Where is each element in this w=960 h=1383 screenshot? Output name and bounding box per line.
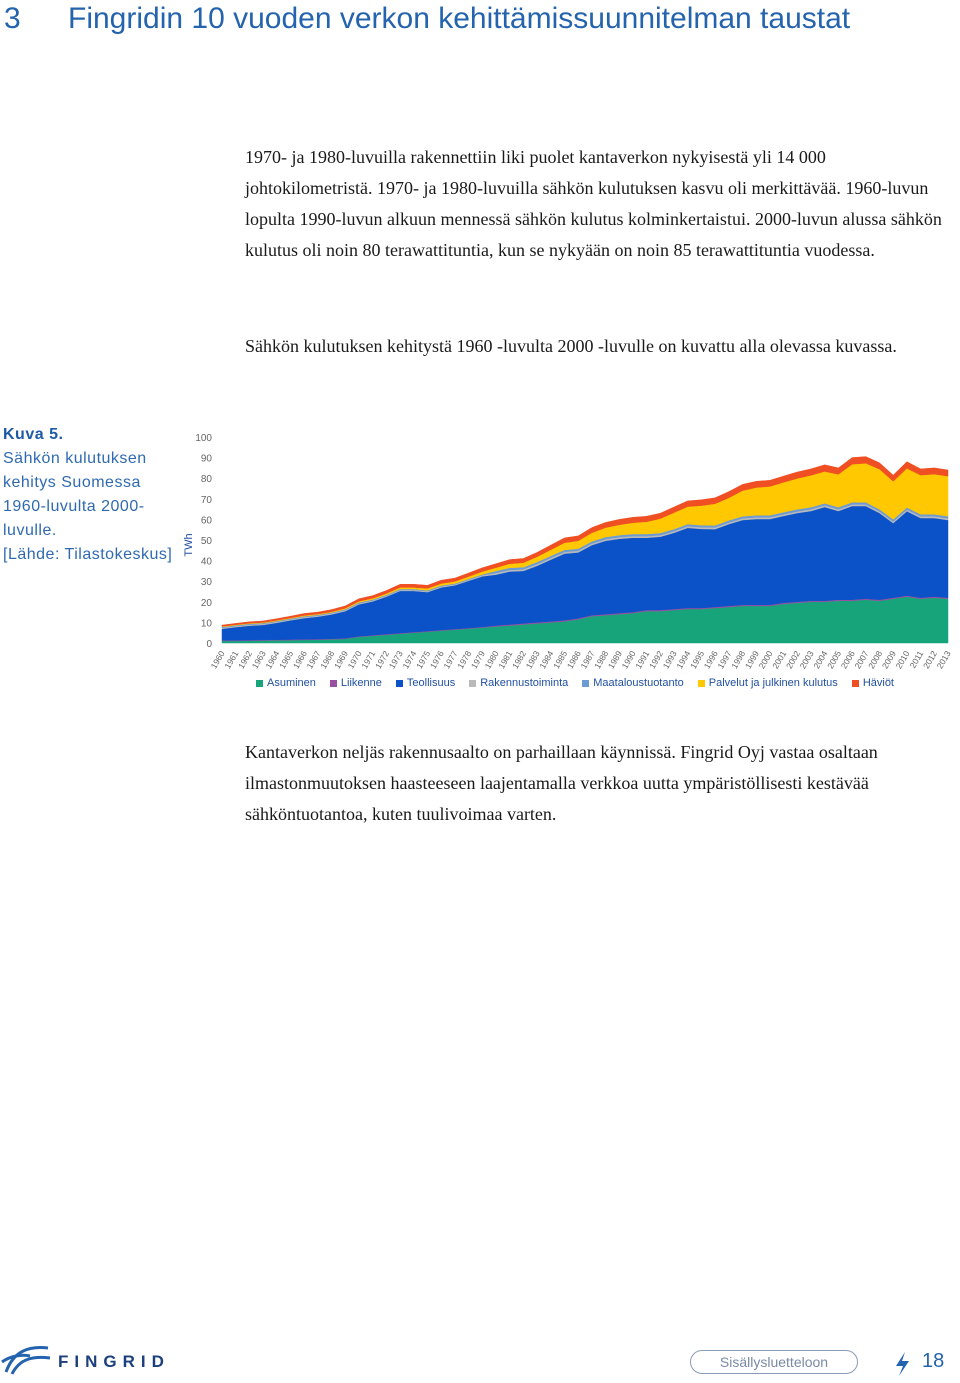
figure-caption: Kuva 5. Sähkön kulutuksen kehitys Suomes… — [3, 423, 178, 567]
legend-item: Liikenne — [329, 677, 382, 689]
figure-source: [Lähde: Tilastokeskus] — [3, 546, 173, 563]
x-tick-label: 2013 — [935, 649, 953, 671]
legend-label: Asuminen — [266, 677, 316, 689]
legend-swatch — [395, 679, 403, 687]
legend-swatch — [697, 679, 705, 687]
figure-text: Sähkön kulutuksen kehitys Suomessa 1960-… — [3, 450, 147, 539]
logo-text: FINGRID — [58, 1352, 170, 1371]
paragraph: Kantaverkon neljäs rakennusaalto on parh… — [245, 742, 878, 824]
toc-link[interactable]: Sisällysluetteloon — [690, 1350, 858, 1374]
legend-item: Asuminen — [255, 677, 316, 689]
page-number: 18 — [922, 1350, 945, 1372]
legend-swatch — [582, 679, 590, 687]
legend-label: Rakennustoiminta — [480, 677, 569, 689]
y-tick-label: 20 — [201, 598, 213, 609]
y-tick-label: 70 — [201, 495, 213, 506]
y-tick-label: 90 — [201, 454, 213, 465]
x-tick-label: 2010 — [894, 649, 912, 671]
legend-swatch — [469, 679, 477, 687]
legend: Asuminen Liikenne Teollisuus Rakennustoimin… — [180, 677, 960, 689]
toc-icon — [896, 1352, 909, 1376]
legend-label: Häviöt — [862, 677, 894, 689]
y-tick-label: 60 — [201, 515, 213, 526]
legend-swatch — [329, 679, 337, 687]
legend-swatch — [851, 679, 859, 687]
logo-icon — [1, 1346, 51, 1375]
legend-item: Häviöt — [851, 677, 894, 689]
page-title: Fingridin 10 vuoden verkon kehittämissuu… — [68, 2, 851, 35]
legend-swatch — [255, 679, 263, 687]
paragraph: 1970- ja 1980-luvuilla rakennettiin liki… — [245, 147, 942, 260]
y-tick-label: 100 — [195, 433, 212, 444]
area — [221, 456, 949, 627]
section-number: 3 — [4, 2, 21, 35]
y-tick-label: 40 — [201, 557, 213, 568]
y-tick-label: 30 — [201, 577, 213, 588]
legend-item: Rakennustoiminta — [469, 677, 568, 689]
legend-label: Palvelut ja julkinen kulutus — [708, 677, 838, 689]
figure-label: Kuva 5. — [3, 426, 64, 443]
legend-item: Palvelut ja julkinen kulutus — [697, 677, 838, 689]
paragraph: Sähkön kulutuksen kehitystä 1960 -luvult… — [245, 336, 897, 356]
y-axis-label: TWh — [183, 533, 195, 556]
legend-label: Maataloustuotanto — [593, 677, 684, 689]
legend-item: Teollisuus — [395, 677, 456, 689]
y-tick-label: 50 — [201, 536, 213, 547]
legend-item: Maataloustuotanto — [582, 677, 684, 689]
y-tick-label: 80 — [201, 474, 213, 485]
y-tick-label: 10 — [201, 618, 213, 629]
legend-label: Liikenne — [340, 677, 382, 689]
legend-label: Teollisuus — [406, 677, 456, 689]
y-tick-label: 0 — [206, 639, 212, 650]
